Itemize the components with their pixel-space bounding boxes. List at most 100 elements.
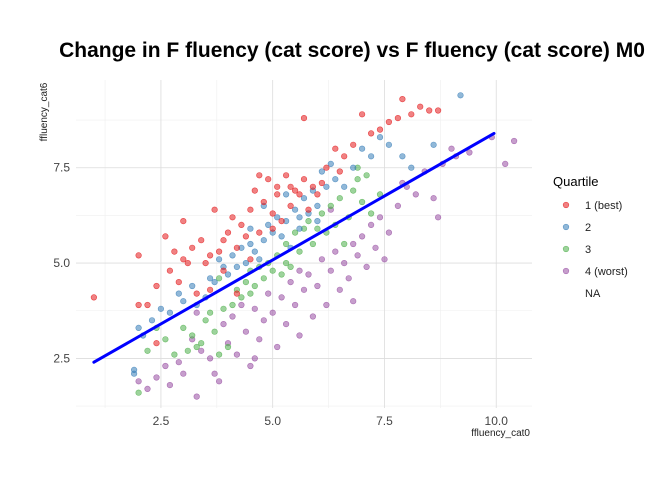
data-point — [300, 286, 308, 293]
axes: 2.5 5.0 7.5 10.0 2.5 5.0 7.5 — [53, 161, 508, 428]
data-point — [287, 263, 294, 271]
data-point — [162, 362, 169, 370]
data-point — [296, 214, 303, 221]
data-point — [376, 214, 384, 221]
data-point — [220, 267, 227, 274]
data-point — [171, 351, 178, 358]
data-point — [242, 328, 249, 335]
data-point — [166, 382, 173, 389]
data-point — [309, 240, 317, 248]
data-point — [247, 290, 254, 297]
data-point — [363, 172, 370, 179]
data-point — [247, 256, 254, 263]
data-point — [314, 202, 321, 209]
data-point — [394, 202, 402, 209]
data-point — [189, 244, 196, 251]
data-point — [189, 282, 196, 290]
data-point — [318, 168, 326, 175]
data-point — [180, 298, 187, 305]
data-point — [350, 164, 357, 171]
data-point — [265, 221, 272, 228]
data-point — [144, 385, 151, 393]
data-point — [332, 176, 339, 183]
data-point — [256, 229, 263, 236]
data-point — [207, 275, 214, 282]
legend-entry-label: 1 (best) — [585, 200, 622, 212]
data-point — [211, 328, 218, 335]
data-point — [350, 187, 357, 194]
data-point — [309, 183, 317, 190]
data-point — [318, 256, 326, 263]
data-point — [368, 221, 375, 228]
data-point — [359, 111, 366, 118]
data-point — [175, 290, 182, 297]
data-point — [153, 374, 160, 381]
data-point — [260, 198, 267, 206]
data-point — [242, 233, 249, 240]
legend-title: Quartile — [553, 174, 599, 189]
data-point — [193, 290, 200, 297]
data-point — [318, 179, 326, 187]
data-point — [153, 340, 160, 347]
legend-key — [562, 201, 570, 209]
data-point — [256, 172, 263, 179]
data-point — [184, 347, 191, 354]
data-point — [135, 378, 142, 385]
data-point — [510, 137, 518, 145]
data-point — [408, 111, 415, 118]
x-tick-label: 2.5 — [153, 414, 170, 428]
data-point — [269, 210, 276, 217]
data-point — [385, 229, 393, 236]
data-point — [269, 309, 276, 316]
data-point — [135, 301, 142, 309]
data-point — [180, 324, 187, 332]
fit-line-layer — [92, 131, 496, 364]
data-point — [385, 141, 393, 148]
data-point — [247, 362, 254, 370]
data-point — [242, 260, 249, 267]
data-point — [162, 336, 169, 343]
legend-entry-label: 2 — [585, 222, 591, 234]
x-tick-label: 5.0 — [264, 414, 281, 428]
data-point — [211, 206, 218, 213]
data-point — [341, 153, 348, 160]
data-point — [216, 248, 223, 255]
data-point — [412, 191, 419, 198]
y-tick-label: 7.5 — [53, 161, 70, 175]
data-point — [238, 221, 245, 228]
data-point — [131, 366, 138, 374]
data-point — [283, 191, 290, 198]
data-point — [323, 301, 330, 309]
legend-entry-label: 4 (worst) — [585, 266, 628, 278]
data-point — [193, 393, 200, 400]
data-point — [189, 332, 196, 339]
data-point — [314, 218, 321, 225]
data-point — [354, 176, 361, 183]
data-point — [256, 336, 263, 343]
data-point — [376, 134, 384, 141]
data-point — [300, 195, 308, 202]
data-point — [148, 317, 156, 324]
data-point — [300, 176, 308, 183]
data-point — [207, 355, 214, 362]
data-point — [287, 183, 294, 190]
data-point — [296, 332, 303, 339]
data-point — [269, 267, 276, 274]
data-point — [399, 153, 406, 160]
data-point — [283, 240, 290, 248]
data-point — [399, 95, 406, 103]
legend-key — [562, 267, 570, 275]
data-point — [466, 149, 473, 156]
data-point — [283, 260, 290, 267]
data-point — [247, 240, 254, 248]
data-point — [135, 389, 142, 396]
data-point — [332, 248, 339, 255]
data-point — [171, 248, 178, 255]
data-point — [90, 294, 97, 301]
data-point — [269, 225, 276, 232]
data-point — [314, 225, 321, 232]
data-point — [220, 237, 227, 244]
data-point — [198, 347, 205, 354]
data-points — [90, 92, 518, 400]
data-point — [283, 172, 290, 179]
